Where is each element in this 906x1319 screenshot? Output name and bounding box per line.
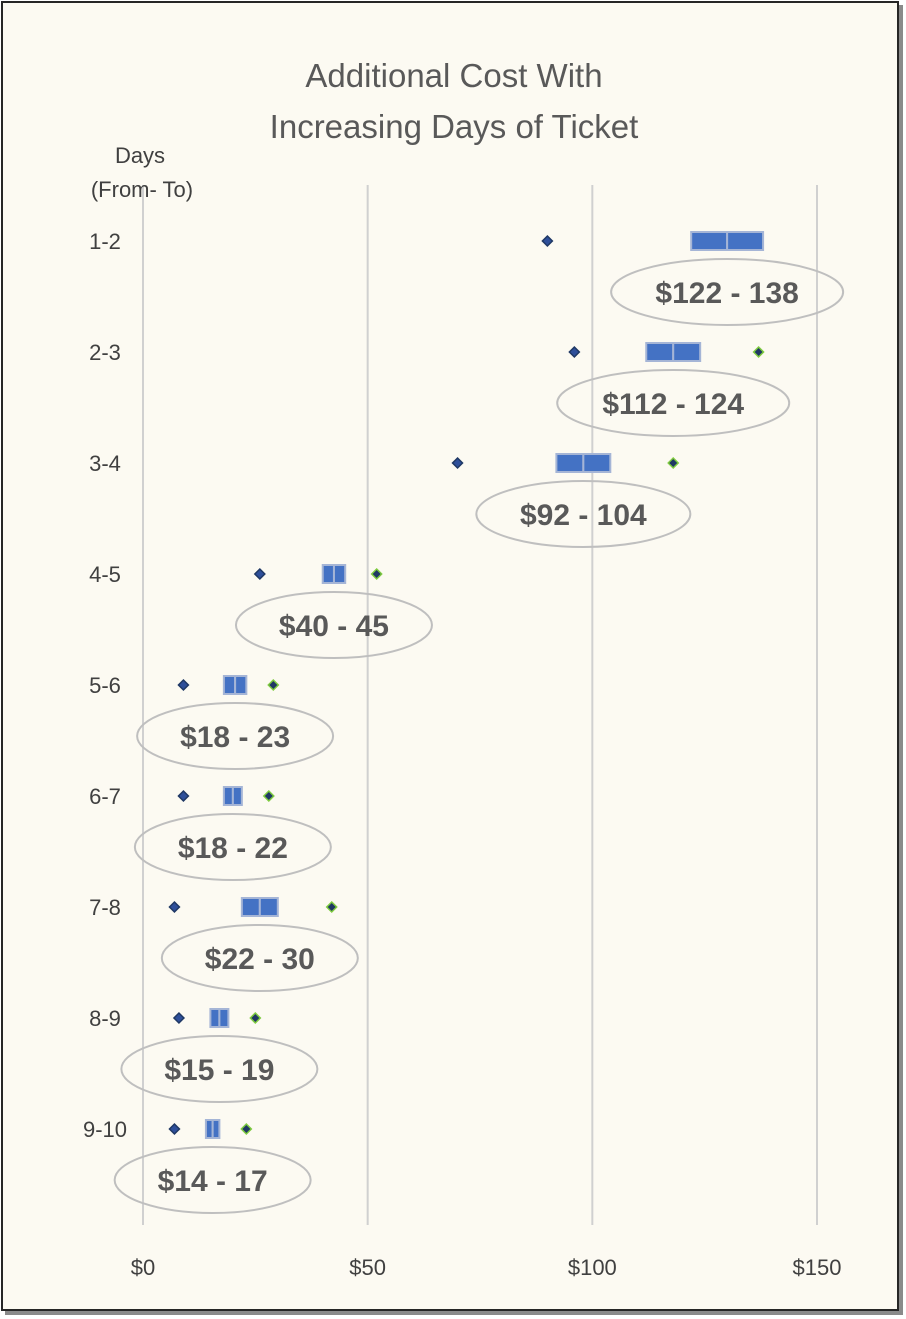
range-label-ellipse-0 — [610, 258, 845, 326]
range-label-0: $122 - 138 — [655, 277, 798, 310]
y-axis-label-line-2: (From- To) — [91, 177, 193, 202]
range-box-high-half-0 — [726, 231, 765, 251]
high-marker-1 — [752, 345, 765, 359]
x-tick-label-2: $100 — [568, 1255, 617, 1280]
category-label-8: 9-10 — [83, 1117, 127, 1142]
low-marker-7 — [172, 1011, 186, 1025]
range-box-low-half-2 — [555, 453, 585, 473]
high-marker-4 — [267, 678, 280, 692]
low-marker-3 — [253, 567, 266, 581]
range-box-high-half-7 — [218, 1008, 230, 1028]
x-tick-label-3: $150 — [793, 1255, 842, 1280]
x-axis-ticks: $0 $50 $100 $150 — [131, 1255, 842, 1280]
range-box-high-half-5 — [231, 786, 243, 806]
category-label-6: 7-8 — [89, 895, 121, 920]
chart-title-line-2: Increasing Days of Ticket — [270, 108, 639, 145]
grid-lines — [142, 185, 818, 1225]
range-label-ellipse-4 — [136, 702, 335, 770]
range-label-3: $40 - 45 — [279, 610, 389, 643]
range-box-low-half-8 — [204, 1119, 214, 1139]
category-label-1: 2-3 — [89, 340, 121, 365]
range-box-high-half-4 — [234, 675, 248, 695]
low-marker-2 — [451, 456, 464, 470]
range-label-ellipse-1 — [556, 369, 791, 437]
range-label-7: $15 - 19 — [164, 1054, 274, 1087]
range-box-high-half-2 — [582, 453, 612, 473]
range-box-low-half-0 — [690, 231, 729, 251]
data-marks: $122 - 138 $112 - 124 $92 - 104 $40 - 45 $18… — [113, 231, 845, 1214]
x-tick-label-1: $50 — [349, 1255, 386, 1280]
low-marker-4 — [177, 678, 190, 692]
range-label-ellipse-8 — [113, 1146, 312, 1214]
category-label-7: 8-9 — [89, 1006, 121, 1031]
y-axis-categories: 1-2 2-3 3-4 4-5 5-6 6-7 7-8 8-9 9-10 — [83, 229, 127, 1142]
range-box-high-half-6 — [258, 897, 279, 917]
x-tick-label-0: $0 — [131, 1255, 155, 1280]
category-label-5: 6-7 — [89, 784, 121, 809]
range-box-low-half-1 — [645, 342, 675, 362]
range-box-high-half-8 — [211, 1119, 221, 1139]
low-marker-6 — [168, 900, 181, 914]
range-label-4: $18 - 23 — [180, 721, 290, 754]
range-label-ellipse-3 — [234, 591, 433, 659]
low-marker-5 — [177, 789, 190, 803]
range-box-low-half-4 — [222, 675, 237, 695]
range-label-ellipse-2 — [475, 480, 692, 548]
range-label-ellipse-6 — [160, 924, 359, 992]
range-box-high-half-3 — [332, 564, 347, 584]
range-label-8: $14 - 17 — [158, 1165, 268, 1198]
category-label-3: 4-5 — [89, 562, 121, 587]
high-marker-6 — [325, 900, 338, 914]
chart-svg: Additional Cost With Increasing Days of … — [83, 57, 845, 1280]
range-box-low-half-5 — [222, 786, 234, 806]
range-box-low-half-6 — [240, 897, 261, 917]
category-label-0: 1-2 — [89, 229, 121, 254]
high-marker-5 — [262, 789, 275, 803]
low-marker-0 — [541, 234, 554, 248]
high-marker-8 — [240, 1122, 253, 1136]
range-label-6: $22 - 30 — [205, 943, 315, 976]
category-label-2: 3-4 — [89, 451, 121, 476]
range-label-2: $92 - 104 — [520, 499, 647, 532]
high-marker-2 — [667, 456, 680, 470]
range-box-high-half-1 — [672, 342, 702, 362]
chart-title-line-1: Additional Cost With — [305, 57, 602, 94]
range-label-ellipse-5 — [133, 813, 332, 881]
low-marker-1 — [568, 345, 581, 359]
range-box-low-half-3 — [321, 564, 335, 584]
high-marker-7 — [249, 1011, 262, 1025]
y-axis-label-line-1: Days — [115, 143, 165, 168]
low-marker-8 — [168, 1122, 181, 1136]
range-label-5: $18 - 22 — [178, 832, 288, 865]
high-marker-3 — [370, 567, 383, 581]
range-label-ellipse-7 — [120, 1035, 319, 1103]
category-label-4: 5-6 — [89, 673, 121, 698]
range-box-low-half-7 — [209, 1008, 221, 1028]
range-label-1: $112 - 124 — [602, 388, 744, 421]
